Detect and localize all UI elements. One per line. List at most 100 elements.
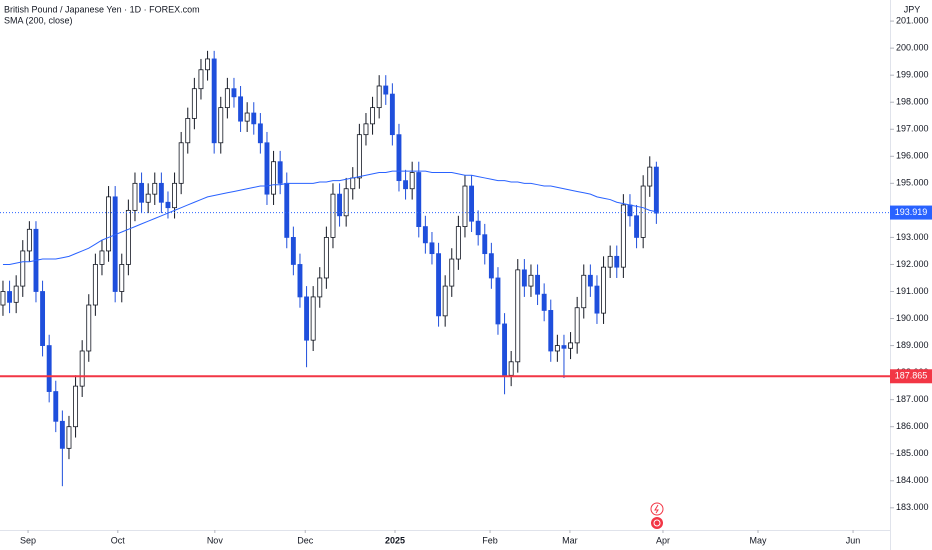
candle-body (653, 166, 659, 214)
candle-body (508, 361, 514, 376)
x-tick-label: Jun (846, 535, 861, 545)
y-tick-label: 189.000 (896, 340, 929, 350)
candle-body (455, 226, 461, 260)
candle-body (317, 277, 323, 298)
candle-body (257, 123, 263, 144)
candle-body (521, 269, 527, 287)
candle-body (271, 161, 277, 195)
candle-body (330, 193, 336, 238)
y-tick-label: 201.000 (896, 15, 929, 25)
candle-body (561, 345, 567, 349)
candle-body (581, 274, 587, 309)
candle-body (73, 385, 79, 428)
candle-body (165, 201, 171, 209)
candle-body (383, 85, 389, 95)
x-tick-label: 2025 (385, 535, 405, 545)
candle-body (59, 420, 65, 449)
candle-body (548, 310, 554, 352)
candle-body (343, 188, 349, 217)
y-tick-label: 183.000 (896, 502, 929, 512)
candle-body (607, 255, 613, 268)
candle-body (191, 88, 197, 119)
x-tick-label: Apr (656, 535, 670, 545)
candle-body (86, 304, 92, 352)
y-tick-label: 191.000 (896, 286, 929, 296)
candle-body (0, 291, 6, 306)
candle-body (568, 342, 574, 349)
price-tag (890, 205, 932, 220)
x-tick-label: Mar (562, 535, 578, 545)
candle-body (119, 264, 125, 292)
candle-body (389, 93, 395, 136)
candle-body (337, 193, 343, 217)
candle-body (218, 107, 224, 144)
price-tag-label: 193.919 (895, 207, 928, 217)
candle-body (442, 285, 448, 317)
candle-body (515, 269, 521, 363)
candle-body (429, 242, 435, 255)
candle-body (488, 253, 494, 279)
candle-body (40, 291, 46, 346)
x-tick-label: Sep (20, 535, 36, 545)
candle-body (469, 185, 475, 222)
candle-body (396, 134, 402, 182)
candle-body (502, 323, 508, 376)
candle-body (158, 182, 164, 203)
candle-body (409, 172, 415, 190)
candle-body (264, 142, 270, 195)
icon (653, 519, 661, 527)
x-tick-label: Feb (482, 535, 498, 545)
candle-body (231, 88, 237, 98)
y-tick-label: 186.000 (896, 421, 929, 431)
candle-body (640, 185, 646, 238)
icon[interactable] (650, 502, 664, 516)
event-icons[interactable] (650, 502, 664, 529)
candle-body (436, 253, 442, 317)
chart-title: British Pound / Japanese Yen · 1D · FORE… (4, 4, 200, 14)
y-tick-label: 196.000 (896, 151, 929, 161)
candle-body (495, 277, 501, 325)
candle-body (535, 274, 541, 295)
candle-body (297, 264, 303, 298)
candle-body (66, 426, 72, 449)
sma-line (2, 170, 657, 265)
candle-body (92, 264, 98, 306)
candle-body (112, 196, 118, 292)
y-tick-label: 195.000 (896, 178, 929, 188)
candle-body (310, 296, 316, 341)
x-tick-label: Dec (297, 535, 314, 545)
candle-body (277, 161, 283, 184)
candle-body (541, 293, 547, 311)
y-tick-label: 200.000 (896, 43, 929, 53)
candle-body (614, 255, 620, 268)
candle-body (244, 112, 250, 122)
price-tag-label: 187.865 (895, 371, 928, 381)
x-tick-label: Nov (207, 535, 224, 545)
candle-body (370, 107, 376, 125)
price-tag (890, 369, 932, 384)
plot (0, 50, 659, 487)
candle-body (238, 96, 244, 122)
candle-body (185, 118, 191, 144)
candle-body (132, 182, 138, 211)
candle-body (475, 220, 481, 236)
candle-body (152, 182, 158, 195)
icon[interactable] (651, 517, 663, 529)
candle-body (363, 123, 369, 136)
y-tick-label: 187.000 (896, 394, 929, 404)
candle-body (422, 226, 428, 244)
candle-body (20, 250, 26, 287)
candle-body (172, 182, 178, 209)
candle-body (13, 285, 19, 303)
y-tick-label: 198.000 (896, 97, 929, 107)
candle-body (601, 266, 607, 314)
y-tick-label: 192.000 (896, 259, 929, 269)
candle-body (284, 182, 290, 238)
candle-body (416, 172, 422, 228)
candle-body (145, 193, 151, 203)
candle-body (587, 274, 593, 287)
x-tick-label: May (749, 535, 767, 545)
candle-body (290, 237, 296, 265)
candle-body (304, 296, 310, 341)
candle-body (178, 142, 184, 184)
